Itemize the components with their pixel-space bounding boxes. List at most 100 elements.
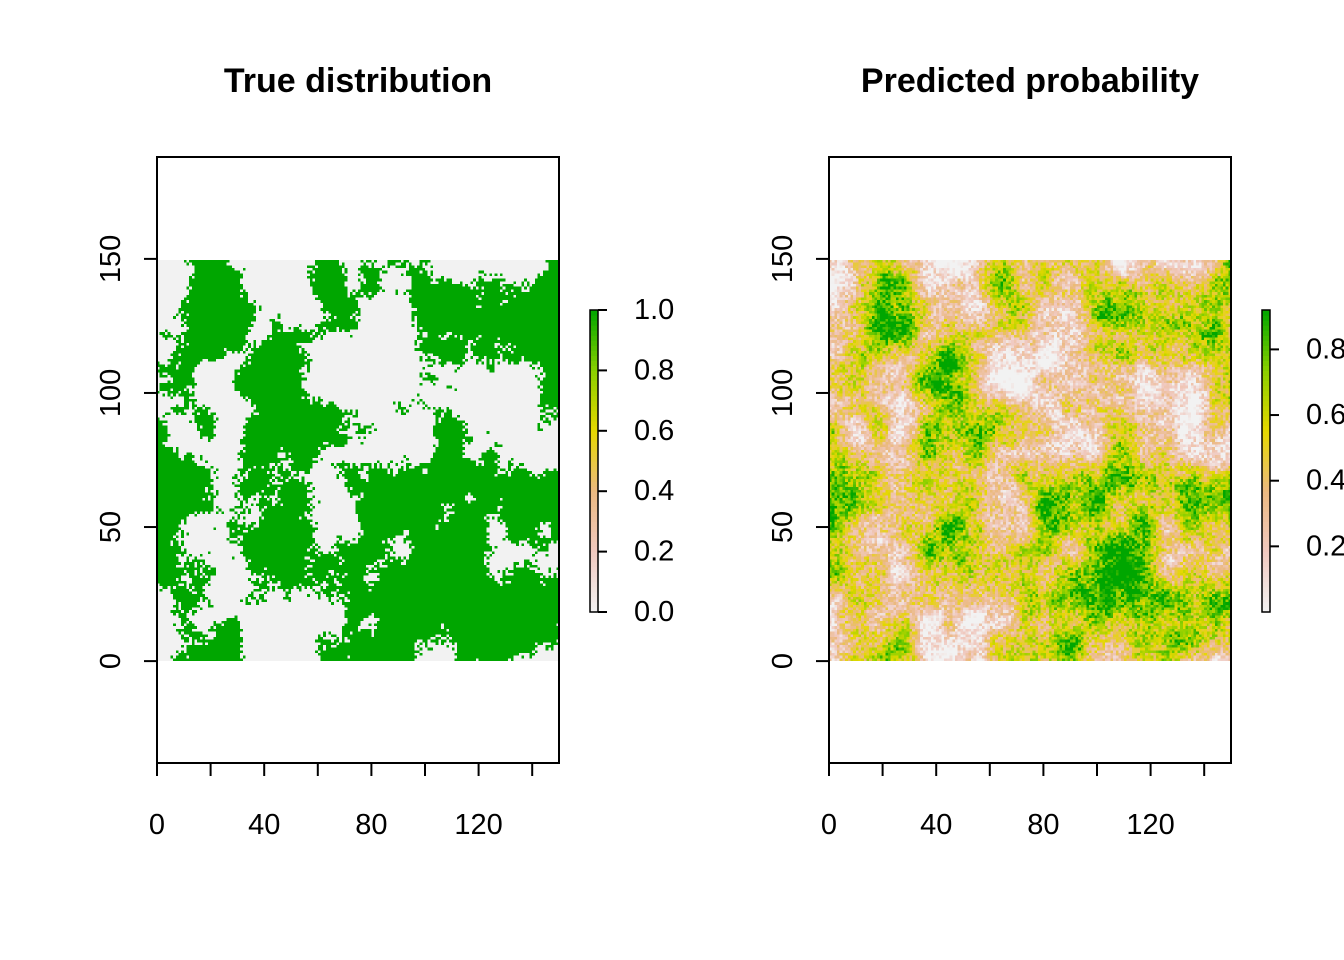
legend-color-step	[1262, 606, 1270, 613]
legend-color-step	[590, 415, 598, 422]
legend-color-step	[1262, 330, 1270, 336]
legend-color-step	[590, 601, 598, 608]
legend-color-step	[1262, 345, 1270, 351]
legend-color-step	[590, 596, 598, 603]
legend-color-step	[590, 390, 598, 397]
legend-color-step	[1262, 501, 1270, 507]
legend-color-step	[1262, 521, 1270, 528]
legend-color-step	[590, 400, 598, 407]
legend-color-step	[590, 310, 598, 316]
legend-color-step	[590, 330, 598, 336]
legend-color-step	[1262, 310, 1270, 316]
legend-color-step	[1262, 410, 1270, 417]
legend-color-step	[1262, 506, 1270, 512]
legend-color-step	[1262, 461, 1270, 467]
legend-color-step	[590, 466, 598, 472]
x-tick-label: 0	[149, 809, 165, 841]
legend-color-step	[590, 410, 598, 417]
legend-color-step	[590, 586, 598, 593]
legend-color-step	[1262, 395, 1270, 402]
legend-color-step	[1262, 511, 1270, 517]
legend-color-step	[590, 561, 598, 568]
legend-color-step	[590, 496, 598, 502]
legend-color-step	[1262, 496, 1270, 502]
y-tick-label: 150	[767, 235, 799, 283]
legend-tick-label: 0.2	[1306, 530, 1344, 562]
legend-color-step	[1262, 526, 1270, 533]
legend-color-step	[590, 571, 598, 578]
y-tick-label: 50	[767, 511, 799, 543]
x-tick-label: 40	[248, 809, 280, 841]
legend-color-step	[590, 325, 598, 331]
legend-color-step	[1262, 576, 1270, 583]
legend-color-step	[1262, 425, 1270, 432]
legend-tick-label: 0.8	[1306, 333, 1344, 365]
legend-color-step	[590, 440, 598, 447]
legend-color-step	[590, 591, 598, 598]
legend-color-step	[1262, 596, 1270, 603]
legend-frame	[1261, 309, 1271, 613]
legend-color-step	[590, 425, 598, 432]
legend-color-step	[590, 546, 598, 553]
legend-color-step	[590, 511, 598, 517]
legend-color-step	[1262, 586, 1270, 593]
legend-color-step	[1262, 481, 1270, 487]
legend-color-step	[1262, 400, 1270, 407]
legend-color-step	[1262, 591, 1270, 598]
y-tick-label: 150	[95, 235, 127, 283]
legend-color-step	[1262, 365, 1270, 371]
legend-tick-label: 0.4	[634, 475, 674, 507]
y-tick-label: 0	[767, 653, 799, 669]
legend-color-step	[1262, 420, 1270, 427]
legend-color-step	[590, 370, 598, 377]
raster-heatmap	[829, 260, 1231, 661]
legend-color-step	[1262, 315, 1270, 321]
legend-color-step	[1262, 471, 1270, 477]
legend-color-step	[590, 450, 598, 457]
legend-color-step	[590, 435, 598, 442]
y-tick-label: 50	[95, 511, 127, 543]
legend-color-step	[590, 420, 598, 427]
x-tick-label: 40	[920, 809, 952, 841]
legend: 0.0 0.2 0.4 0.6 0.8 1.0	[589, 294, 674, 628]
x-tick-label: 80	[1027, 809, 1059, 841]
legend-color-step	[1262, 516, 1270, 522]
legend-color-step	[1262, 486, 1270, 492]
legend-color-step	[1262, 435, 1270, 442]
legend-color-step	[1262, 455, 1270, 462]
legend-tick-label: 0.6	[634, 415, 674, 447]
legend-color-step	[590, 481, 598, 487]
legend-color-step	[590, 405, 598, 412]
legend-color-step	[590, 566, 598, 573]
legend-color-step	[590, 486, 598, 492]
legend-color-step	[1262, 430, 1270, 437]
legend-color-step	[590, 541, 598, 548]
legend-color-step	[590, 606, 598, 613]
legend-color-step	[1262, 370, 1270, 377]
legend-color-step	[1262, 450, 1270, 457]
legend-color-step	[1262, 375, 1270, 382]
x-tick-label: 120	[454, 809, 502, 841]
legend-color-step	[1262, 320, 1270, 326]
legend-color-step	[590, 461, 598, 467]
axes: 0 40 80 120 0 50 100 150	[767, 235, 1206, 841]
y-tick-label: 100	[767, 369, 799, 417]
legend-color-step	[590, 576, 598, 583]
legend-color-step	[590, 320, 598, 326]
legend-color-step	[1262, 571, 1270, 578]
legend-tick-label: 0.0	[634, 596, 674, 628]
legend-tick-label: 0.2	[634, 536, 674, 568]
legend-color-step	[1262, 531, 1270, 538]
legend-color-step	[1262, 491, 1270, 497]
legend-color-step	[590, 556, 598, 563]
x-tick-label: 80	[355, 809, 387, 841]
legend-tick-label: 0.4	[1306, 465, 1344, 497]
legend-color-step	[1262, 561, 1270, 568]
legend-color-step	[590, 551, 598, 558]
legend-color-step	[1262, 405, 1270, 412]
x-tick-label: 120	[1126, 809, 1174, 841]
y-tick-label: 100	[95, 369, 127, 417]
legend-color-step	[590, 455, 598, 462]
y-tick-label: 0	[95, 653, 127, 669]
